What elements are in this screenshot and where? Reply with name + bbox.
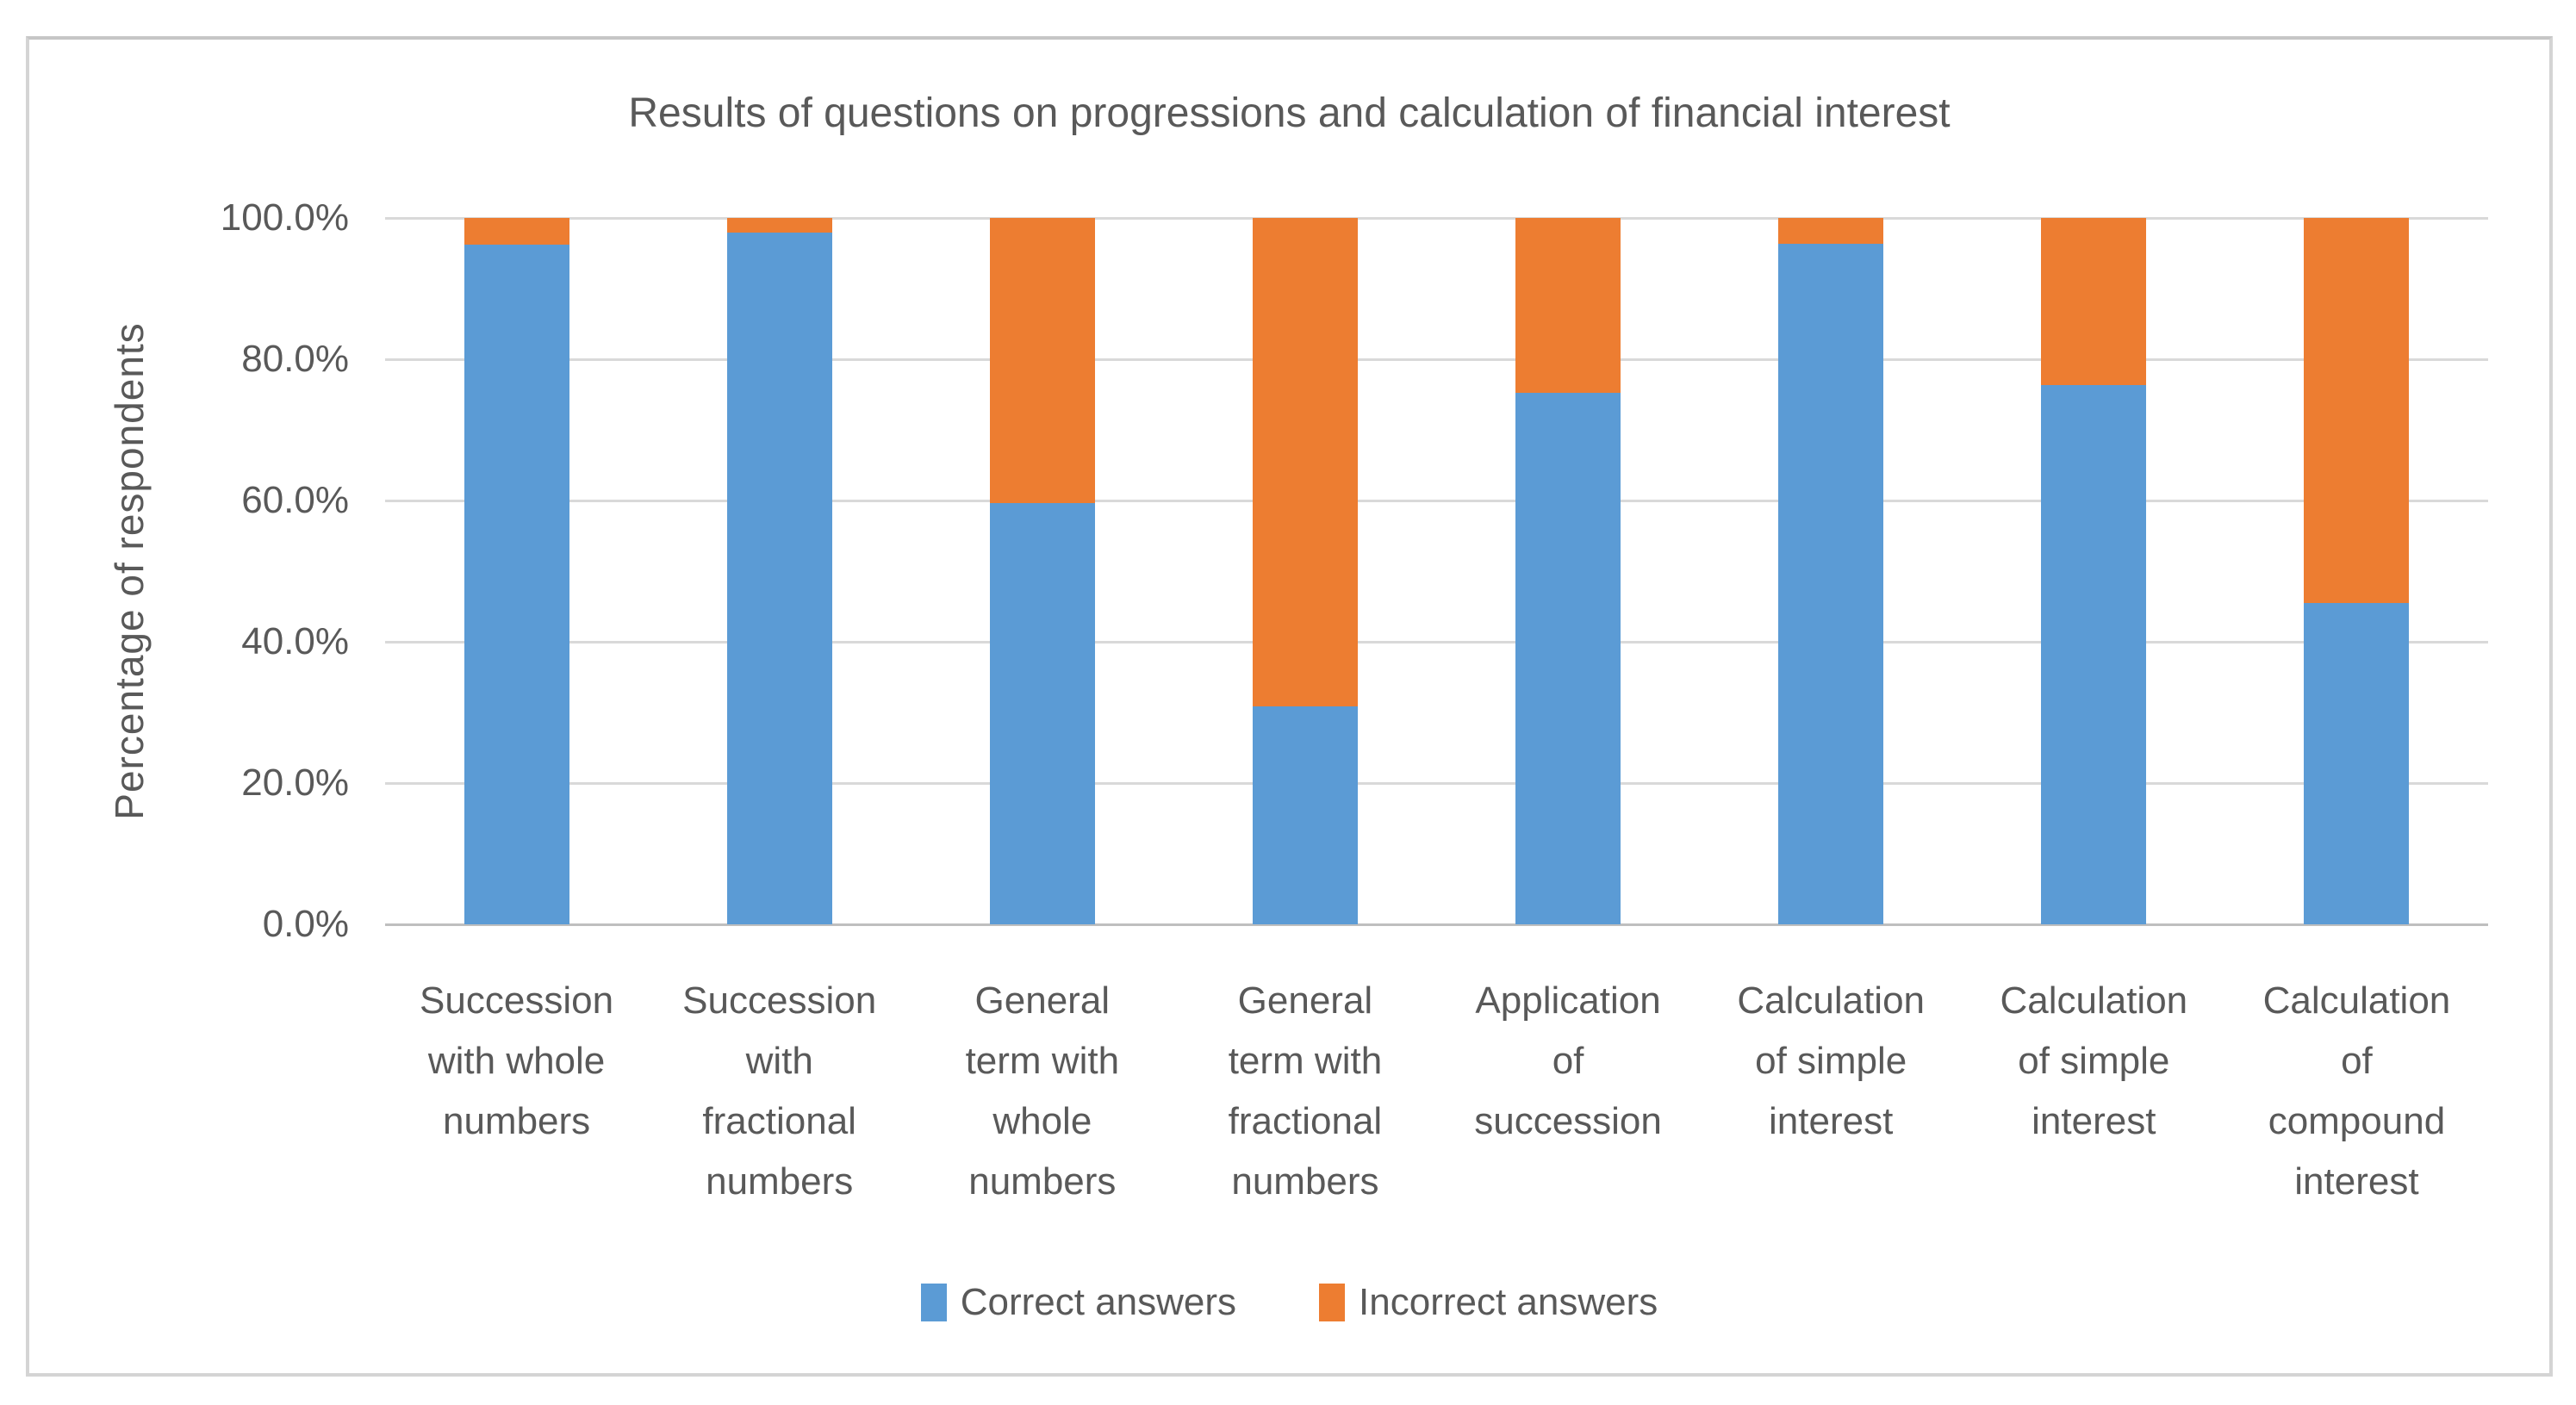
bar-segment-incorrect-answers (1252, 218, 1358, 707)
bar-segment-correct-answers (464, 245, 569, 924)
bar-segment-correct-answers (2304, 602, 2410, 924)
legend-item-correct-answers: Correct answers (920, 1281, 1237, 1324)
bar-segment-correct-answers (2041, 384, 2147, 924)
bar-segment-incorrect-answers (1778, 218, 1884, 244)
legend-label: Incorrect answers (1359, 1281, 1658, 1323)
y-tick-label: 20.0% (241, 762, 349, 804)
bar-group (1778, 218, 1884, 924)
bar-group (2304, 218, 2410, 924)
x-axis-line (385, 923, 2488, 926)
x-category-label: Succession with fractional numbers (682, 979, 877, 1203)
plot-area (385, 216, 2488, 926)
gridline (385, 499, 2488, 502)
gridline (385, 640, 2488, 643)
gridline (385, 216, 2488, 220)
bar-segment-correct-answers (989, 503, 1095, 924)
bar-group (2041, 218, 2147, 924)
bar-segment-incorrect-answers (464, 218, 569, 246)
bar-segment-incorrect-answers (2304, 218, 2410, 603)
legend-swatch-icon (920, 1284, 947, 1321)
x-category-label: Succession with whole numbers (420, 979, 614, 1142)
x-category-label: Calculation of compound interest (2262, 979, 2451, 1203)
bar-segment-incorrect-answers (2041, 218, 2147, 385)
bar-segment-correct-answers (1515, 392, 1621, 924)
legend-label: Correct answers (960, 1281, 1237, 1323)
y-tick-label: 40.0% (241, 620, 349, 662)
legend-item-incorrect-answers: Incorrect answers (1319, 1281, 1658, 1324)
y-tick-label: 80.0% (241, 338, 349, 380)
bar-group (1252, 218, 1358, 924)
bar-segment-correct-answers (726, 233, 832, 924)
bar-group (726, 218, 832, 924)
x-category-label: General term with fractional numbers (1228, 979, 1383, 1203)
legend: Correct answers Incorrect answers (26, 1278, 2553, 1327)
chart-title: Results of questions on progressions and… (628, 90, 1951, 136)
bar-segment-correct-answers (1778, 243, 1884, 924)
bar-segment-incorrect-answers (726, 218, 832, 233)
y-tick-label: 60.0% (241, 479, 349, 521)
x-category-label: Calculation of simple interest (2000, 979, 2188, 1142)
x-category-label: General term with whole numbers (965, 979, 1120, 1203)
bar-group (989, 218, 1095, 924)
x-category-label: Application of succession (1474, 979, 1662, 1142)
y-axis-title: Percentage of respondents (107, 322, 152, 820)
bar-segment-incorrect-answers (1515, 218, 1621, 393)
bar-group (464, 218, 569, 924)
gridline (385, 781, 2488, 785)
x-category-label: Calculation of simple interest (1737, 979, 1926, 1142)
bar-group (1515, 218, 1621, 924)
y-tick-label: 0.0% (262, 903, 349, 945)
y-tick-label: 100.0% (220, 196, 349, 239)
bar-segment-correct-answers (1252, 706, 1358, 924)
legend-swatch-icon (1319, 1284, 1346, 1321)
bar-segment-incorrect-answers (989, 218, 1095, 504)
gridline (385, 357, 2488, 361)
